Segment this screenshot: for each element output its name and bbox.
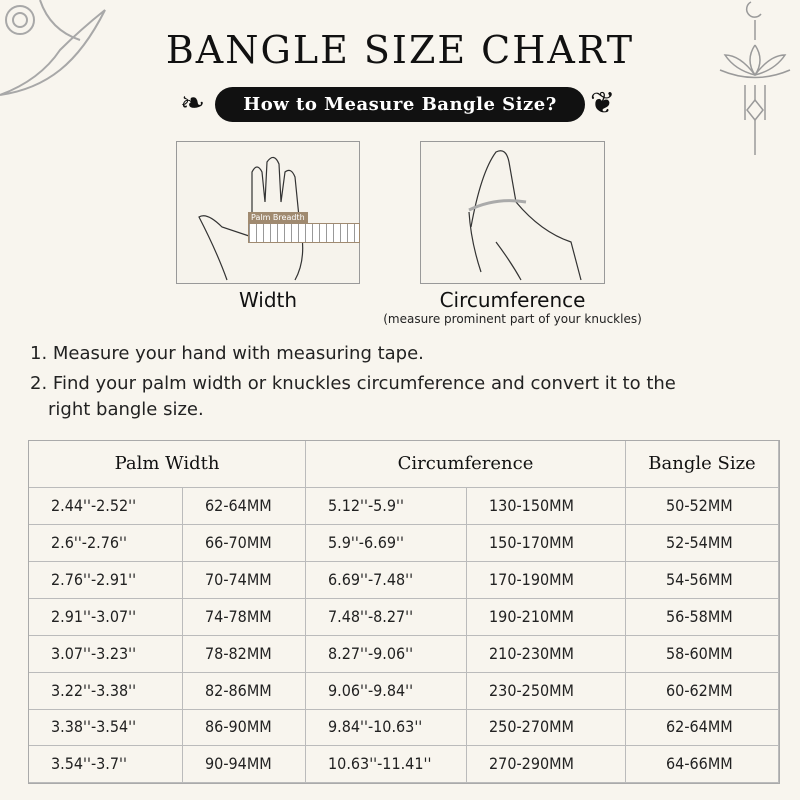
table-cell-circumference-mm: 230-250MM bbox=[467, 672, 626, 710]
step-2: 2. Find your palm width or knuckles circ… bbox=[30, 373, 676, 394]
table-cell-bangle-size: 60-62MM bbox=[626, 672, 779, 710]
table-cell-palm-width-mm: 90-94MM bbox=[183, 746, 306, 784]
table-cell-palm-width-inches: 3.07''-3.23'' bbox=[29, 635, 183, 673]
header-palm-width: Palm Width bbox=[29, 441, 306, 488]
table-cell-palm-width-inches: 3.22''-3.38'' bbox=[29, 672, 183, 710]
table-cell-palm-width-inches: 2.6''-2.76'' bbox=[29, 524, 183, 562]
table-cell-bangle-size: 58-60MM bbox=[626, 635, 779, 673]
table-cell-palm-width-inches: 3.38''-3.54'' bbox=[29, 709, 183, 747]
table-cell-palm-width-inches: 2.76''-2.91'' bbox=[29, 561, 183, 599]
table-cell-circumference-inches: 8.27''-9.06'' bbox=[306, 635, 467, 673]
table-cell-circumference-mm: 190-210MM bbox=[467, 598, 626, 636]
table-cell-bangle-size: 64-66MM bbox=[626, 746, 779, 784]
table-cell-circumference-inches: 7.48''-8.27'' bbox=[306, 598, 467, 636]
table-cell-circumference-inches: 6.69''-7.48'' bbox=[306, 561, 467, 599]
table-cell-circumference-mm: 150-170MM bbox=[467, 524, 626, 562]
lotus-dreamcatcher-icon bbox=[719, 1, 791, 155]
knuckle-hand-icon bbox=[468, 150, 582, 281]
table-cell-circumference-mm: 250-270MM bbox=[467, 709, 626, 747]
table-cell-palm-width-mm: 66-70MM bbox=[183, 524, 306, 562]
open-hand-icon bbox=[198, 156, 304, 281]
table-cell-circumference-inches: 9.06''-9.84'' bbox=[306, 672, 467, 710]
table-cell-palm-width-inches: 3.54''-3.7'' bbox=[29, 746, 183, 784]
width-illustration: Palm Breadth bbox=[176, 141, 360, 284]
width-label: Width bbox=[238, 288, 298, 312]
table-cell-bangle-size: 54-56MM bbox=[626, 561, 779, 599]
palm-breadth-label: Palm Breadth bbox=[248, 212, 308, 223]
step-2-continued: right bangle size. bbox=[48, 399, 204, 420]
table-cell-palm-width-mm: 82-86MM bbox=[183, 672, 306, 710]
header-bangle-size: Bangle Size bbox=[626, 441, 779, 488]
step-1: 1. Measure your hand with measuring tape… bbox=[30, 343, 424, 364]
header-circumference: Circumference bbox=[306, 441, 626, 488]
table-cell-bangle-size: 62-64MM bbox=[626, 709, 779, 747]
table-cell-palm-width-mm: 74-78MM bbox=[183, 598, 306, 636]
table-cell-circumference-mm: 170-190MM bbox=[467, 561, 626, 599]
table-cell-circumference-inches: 10.63''-11.41'' bbox=[306, 746, 467, 784]
circumference-label: Circumference bbox=[439, 288, 586, 312]
page-title: BANGLE SIZE CHART bbox=[165, 28, 635, 72]
table-cell-bangle-size: 50-52MM bbox=[626, 488, 779, 525]
table-cell-circumference-inches: 9.84''-10.63'' bbox=[306, 709, 467, 747]
circumference-illustration bbox=[420, 141, 605, 284]
table-cell-circumference-inches: 5.12''-5.9'' bbox=[306, 488, 467, 525]
table-cell-bangle-size: 52-54MM bbox=[626, 524, 779, 562]
table-cell-circumference-mm: 210-230MM bbox=[467, 635, 626, 673]
ruler-icon bbox=[248, 223, 360, 243]
table-cell-circumference-mm: 270-290MM bbox=[467, 746, 626, 784]
table-cell-palm-width-mm: 70-74MM bbox=[183, 561, 306, 599]
table-cell-circumference-mm: 130-150MM bbox=[467, 488, 626, 525]
circumference-note: (measure prominent part of your knuckles… bbox=[383, 312, 642, 326]
left-flourish-icon: ❧ bbox=[180, 86, 206, 121]
table-cell-palm-width-mm: 78-82MM bbox=[183, 635, 306, 673]
table-cell-circumference-inches: 5.9''-6.69'' bbox=[306, 524, 467, 562]
right-flourish-icon: ❦ bbox=[590, 86, 616, 121]
table-cell-palm-width-mm: 62-64MM bbox=[183, 488, 306, 525]
size-table: Palm Width Circumference Bangle Size 2.44''… bbox=[28, 440, 780, 784]
table-cell-palm-width-inches: 2.44''-2.52'' bbox=[29, 488, 183, 525]
table-cell-palm-width-mm: 86-90MM bbox=[183, 709, 306, 747]
table-cell-bangle-size: 56-58MM bbox=[626, 598, 779, 636]
table-cell-palm-width-inches: 2.91''-3.07'' bbox=[29, 598, 183, 636]
lotus-ornament-icon bbox=[0, 0, 106, 96]
subtitle-banner: How to Measure Bangle Size? bbox=[215, 87, 585, 122]
